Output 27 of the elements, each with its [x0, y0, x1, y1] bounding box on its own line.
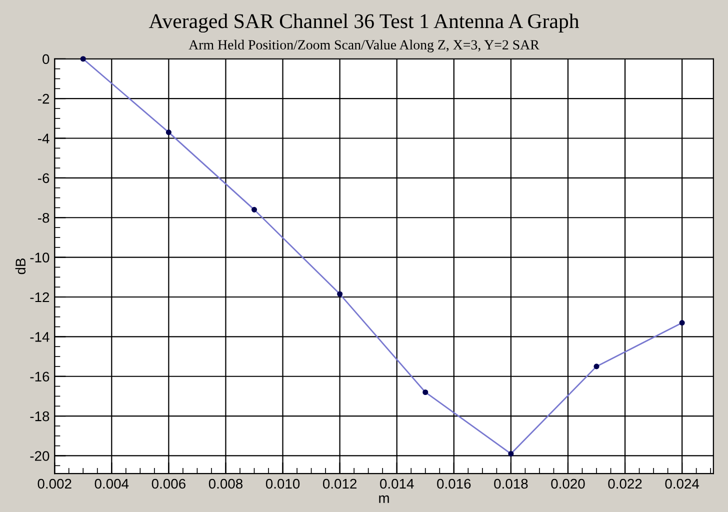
- y-tick-label: -2: [38, 94, 50, 104]
- x-tick-label: 0.022: [608, 478, 642, 489]
- y-tick-label: -20: [30, 451, 50, 461]
- x-tick-label: 0.018: [494, 478, 528, 489]
- y-tick-label: -12: [30, 292, 50, 302]
- y-tick-label: -10: [30, 252, 50, 262]
- x-tick-label: 0.008: [208, 478, 243, 489]
- x-tick-label: 0.020: [551, 478, 585, 489]
- x-tick-label: 0.016: [437, 478, 471, 489]
- y-tick-label: 0: [42, 54, 50, 64]
- y-tick-label: -6: [38, 173, 50, 184]
- chart-title: Averaged SAR Channel 36 Test 1 Antenna A Graph: [148, 14, 580, 33]
- x-tick-label: 0.024: [665, 478, 700, 489]
- x-tick-label: 0.012: [322, 478, 356, 489]
- y-tick-label: -18: [30, 411, 50, 422]
- x-tick-label: 0.010: [266, 478, 300, 489]
- x-tick-label: 0.006: [152, 478, 186, 489]
- y-tick-label: -14: [30, 332, 50, 342]
- x-axis-title: m: [379, 495, 389, 503]
- chart-subtitle: Arm Held Position/Zoom Scan/Value Along Z, X=3, Y=2 SAR: [188, 40, 540, 52]
- y-tick-label: -4: [38, 134, 50, 144]
- x-tick-label: 0.002: [38, 478, 72, 489]
- x-tick-label: 0.004: [94, 478, 129, 489]
- y-tick-label: -8: [38, 212, 50, 223]
- y-axis-title: dB: [15, 258, 26, 274]
- x-tick-label: 0.014: [380, 478, 414, 489]
- y-tick-label: -16: [30, 372, 50, 382]
